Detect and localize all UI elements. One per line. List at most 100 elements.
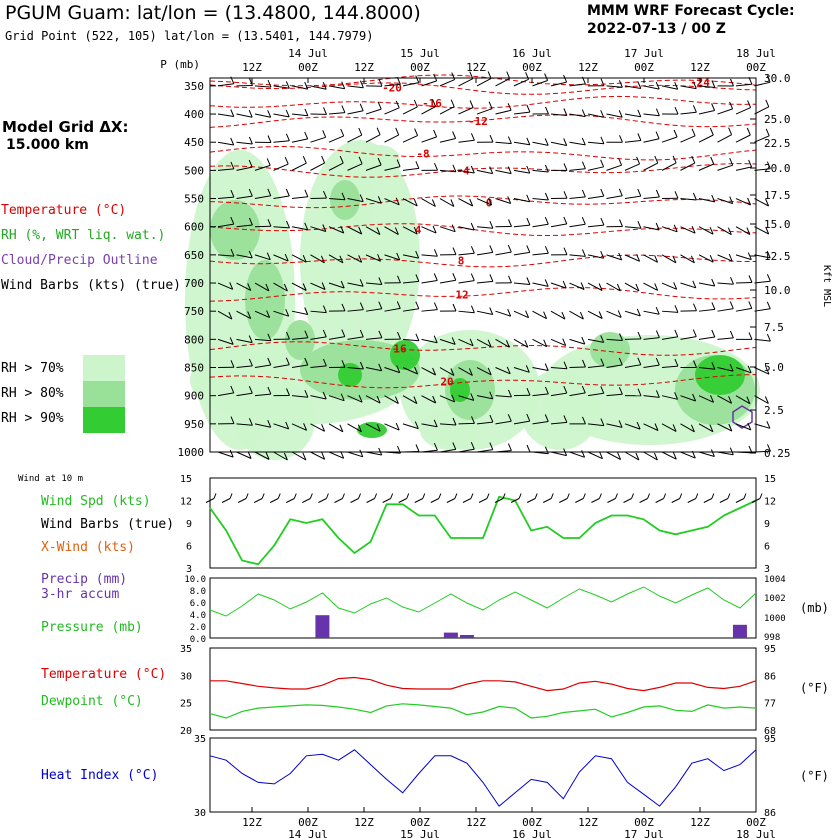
wind-barb-flag (508, 389, 512, 398)
wind-barb-flag (544, 446, 549, 454)
wind-barb (495, 395, 512, 398)
wind-barb-flag (505, 340, 510, 348)
wind-barb (532, 393, 549, 397)
wind-barb (643, 254, 658, 263)
wind-barb-flag (432, 99, 437, 107)
wind-barb-flag (341, 192, 346, 200)
wind-barb (328, 112, 345, 115)
wind-barb-flag (302, 255, 307, 263)
wind-barb (569, 338, 585, 345)
wind-barb (217, 254, 235, 257)
wind-barb-flag (248, 188, 253, 197)
wind-barb-flag (267, 357, 272, 366)
wind-barb (402, 308, 419, 312)
wind-barb-flag (581, 336, 586, 345)
wind-barb (735, 307, 752, 312)
wind-barb (532, 198, 549, 201)
wind-barb (550, 421, 567, 425)
wind-barb (698, 367, 715, 370)
temp-contour-9 (209, 287, 757, 302)
wind-barb (458, 139, 475, 143)
wind-barb (273, 85, 290, 89)
wind-barb (384, 134, 399, 143)
forecast-cycle-date: 2022-07-13 / 00 Z (587, 21, 726, 37)
day-label-top: 18 Jul (736, 47, 776, 60)
wind-tick-left: 6 (186, 542, 192, 553)
wind-barb-flag (674, 392, 679, 400)
wind-barb-flag (267, 386, 272, 395)
wind-barb-flag (413, 226, 418, 235)
wind-barb (365, 164, 382, 171)
wind-barb-flag (285, 309, 290, 317)
wind-barb-flag (304, 390, 309, 398)
wind-barb (513, 198, 530, 203)
wind-barb-flag (396, 159, 401, 167)
day-label-top: 16 Jul (512, 47, 552, 60)
wind-barb (495, 141, 512, 145)
wind-barb (328, 226, 344, 234)
sfc-wind-barb-flag (647, 493, 651, 499)
wind-barb-flag (433, 129, 438, 138)
wind-barb-flag (728, 253, 733, 262)
wind-barb (439, 423, 457, 426)
wind-barb (439, 367, 455, 376)
wind-barb (439, 395, 455, 403)
wind-barb-flag (230, 216, 235, 225)
wind-barb-flag (618, 158, 623, 166)
p-tick-label: 700 (184, 277, 204, 290)
wind-barb (606, 393, 623, 397)
wind-barb (291, 310, 308, 315)
wind-barb-flag (265, 283, 270, 292)
wind-barb (513, 338, 529, 348)
wind-barb (717, 254, 733, 262)
wind-barb-flag (766, 250, 771, 259)
wind-barb-flag (544, 73, 549, 81)
day-label-top: 14 Jul (288, 47, 328, 60)
wind-barb-flag (304, 189, 309, 197)
p-axis-title: P (mb) (160, 58, 200, 71)
sfc-wind-barb (430, 498, 440, 503)
wind-barb-flag (710, 395, 714, 403)
wind-barb (513, 282, 530, 285)
wind-barb (384, 395, 399, 405)
wind-barb-flag (359, 361, 364, 370)
wind-barb (328, 198, 346, 201)
wind-barb (661, 254, 677, 264)
wind-barb-flag (765, 226, 770, 235)
wind-barb-flag (452, 164, 457, 172)
temp-tick-left: 20 (180, 726, 192, 737)
wind-barb (513, 111, 530, 115)
rh70-swatch (83, 355, 125, 381)
wind-barb (495, 310, 511, 317)
wind-barb-flag (452, 273, 457, 281)
wind-barb (569, 310, 584, 320)
wind-barb-flag (581, 161, 586, 169)
wind-barb (310, 85, 327, 90)
wind-barb (254, 195, 271, 200)
wind-barb-flag (581, 189, 586, 198)
wind-barb-flag (637, 188, 642, 197)
wind-barb (439, 226, 456, 233)
wind-barb (624, 310, 641, 317)
wind-barb-flag (395, 127, 400, 136)
wind-barb (402, 395, 418, 405)
wind-barb (402, 254, 419, 259)
wind-barb-flag (397, 275, 401, 283)
legend-cloud: Cloud/Precip Outline (1, 253, 158, 268)
time-label-bottom: 00Z (298, 816, 318, 829)
wind-barb (569, 392, 586, 397)
wind-barb-flag (322, 391, 327, 400)
wind-barb-flag (674, 106, 679, 115)
wind-barb-flag (283, 452, 288, 461)
wind-barb-flag (598, 283, 603, 291)
wind-barb (698, 423, 714, 433)
wind-barb (439, 198, 455, 207)
wind-barb (421, 136, 437, 143)
wind-barb-flag (433, 249, 438, 257)
wind-barb-flag (230, 161, 235, 170)
sfc-wind-barb-flag (663, 493, 667, 499)
time-label-top: 00Z (298, 61, 318, 74)
wind-barb-flag (636, 308, 641, 317)
wind-barb-flag (488, 101, 493, 109)
h-tick-label: 12.5 (764, 250, 791, 263)
